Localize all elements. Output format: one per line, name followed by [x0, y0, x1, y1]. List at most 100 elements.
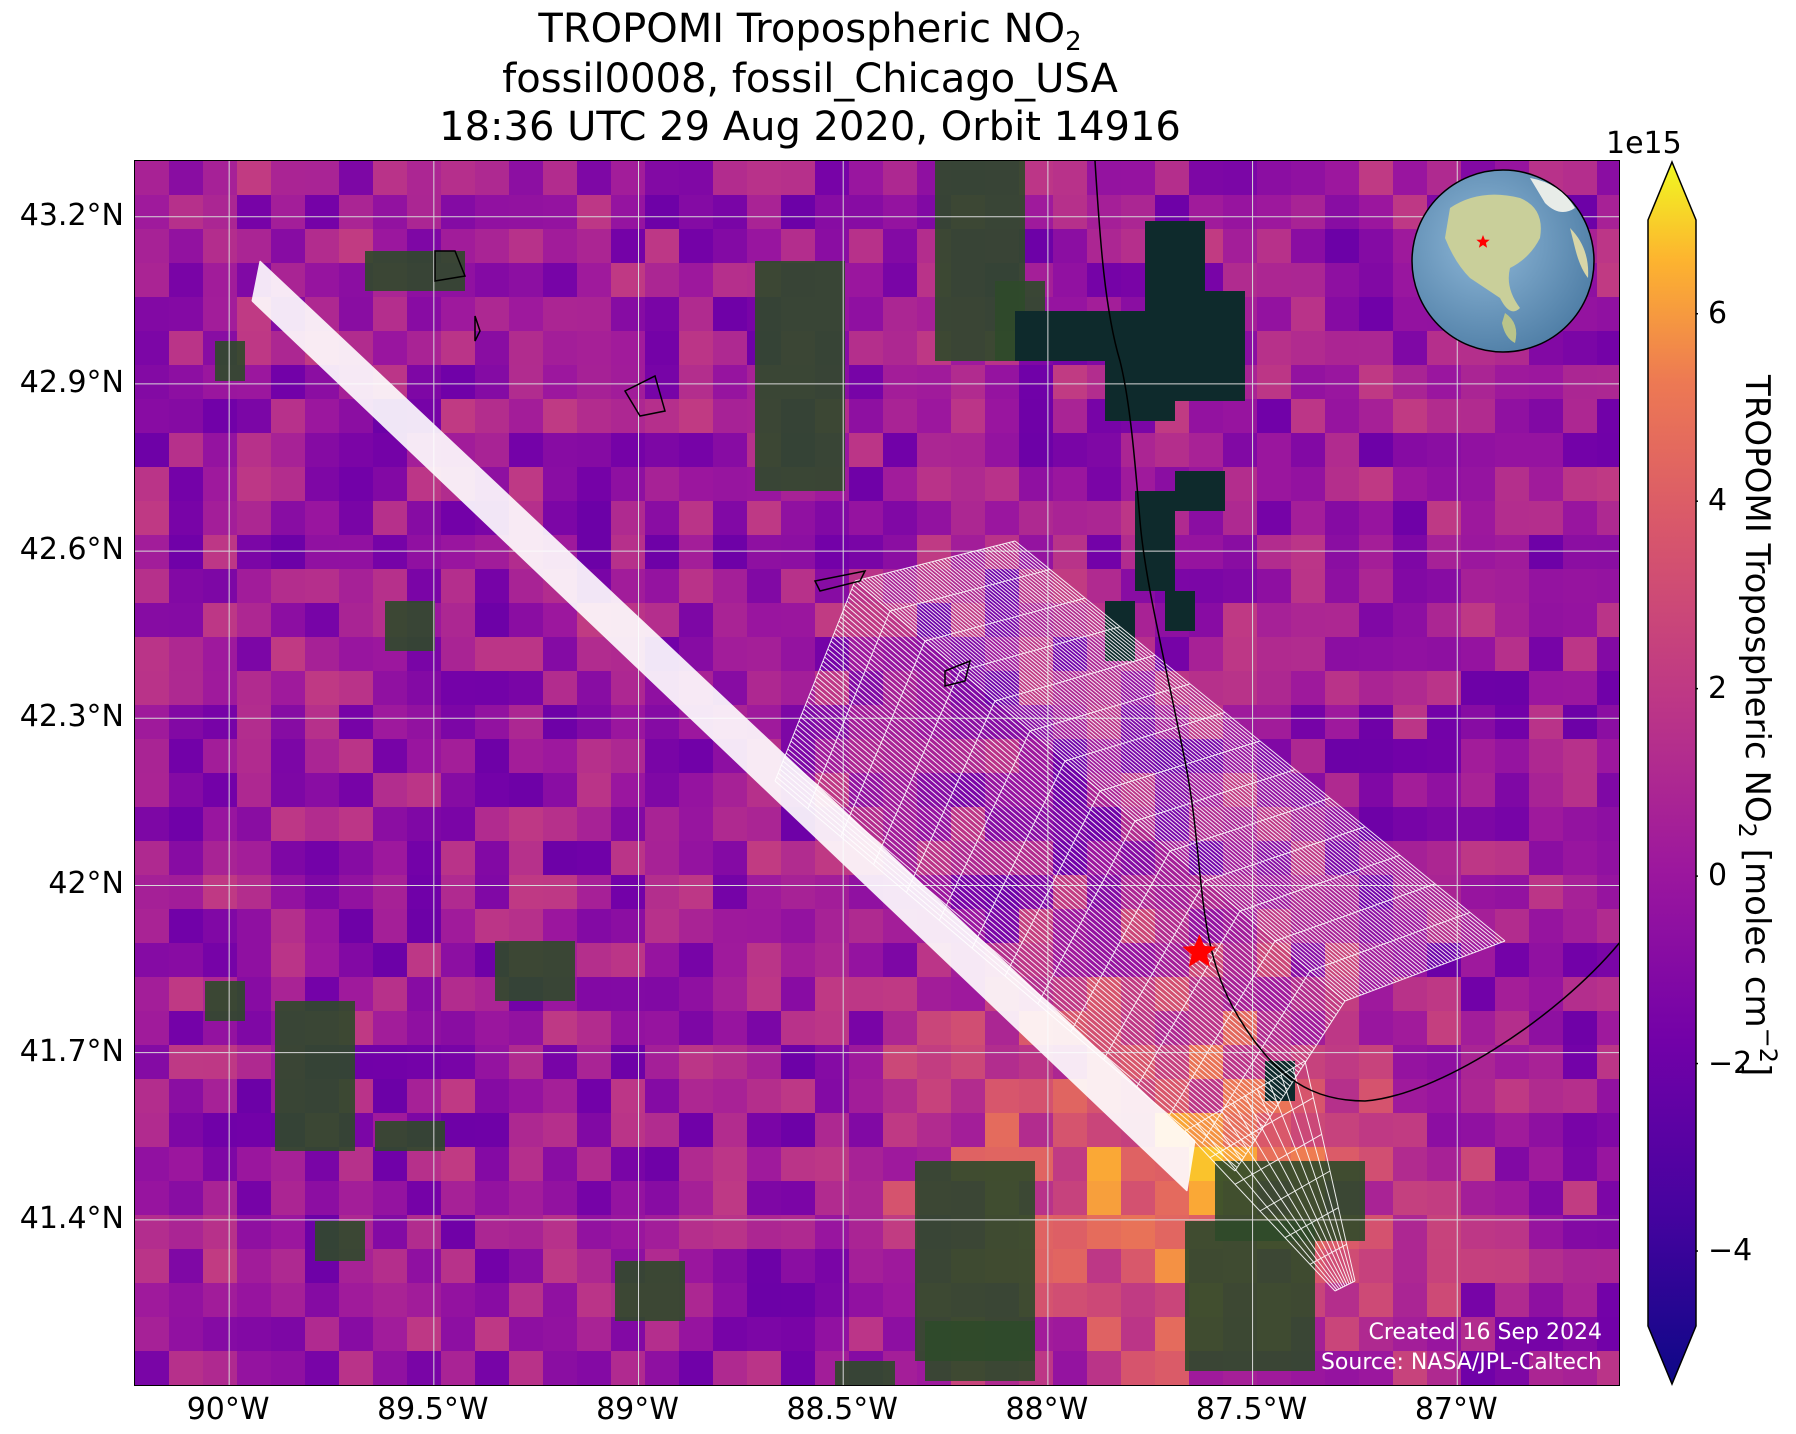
no2-pixel	[1087, 535, 1122, 570]
no2-pixel	[849, 535, 884, 570]
no2-pixel	[169, 943, 204, 978]
no2-pixel	[1393, 603, 1428, 638]
no2-pixel	[373, 875, 408, 910]
no2-pixel	[883, 1011, 918, 1046]
no2-pixel	[407, 535, 442, 570]
no2-pixel	[577, 331, 612, 366]
no2-pixel	[577, 399, 612, 434]
latitude-label: 42°N	[48, 866, 124, 902]
no2-pixel	[713, 399, 748, 434]
no2-pixel	[305, 399, 340, 434]
land-patch	[215, 341, 245, 381]
no2-pixel	[1087, 1215, 1122, 1250]
no2-pixel	[305, 433, 340, 468]
no2-pixel	[135, 1181, 170, 1216]
no2-pixel	[203, 569, 238, 604]
no2-pixel	[1359, 1079, 1394, 1114]
no2-pixel	[1529, 671, 1564, 706]
no2-pixel	[203, 1181, 238, 1216]
land-patch	[835, 1361, 895, 1385]
no2-pixel	[169, 603, 204, 638]
no2-pixel	[679, 943, 714, 978]
no2-pixel	[577, 365, 612, 400]
map-panel[interactable]	[134, 160, 1620, 1386]
no2-pixel	[713, 943, 748, 978]
no2-pixel	[1597, 569, 1619, 604]
no2-pixel	[509, 841, 544, 876]
no2-pixel	[271, 671, 306, 706]
no2-pixel	[611, 705, 646, 740]
no2-pixel	[339, 1385, 374, 1386]
no2-pixel	[203, 229, 238, 264]
no2-pixel	[169, 535, 204, 570]
no2-pixel	[1053, 1283, 1088, 1318]
no2-pixel	[1529, 365, 1564, 400]
no2-pixel	[135, 229, 170, 264]
no2-pixel	[985, 433, 1020, 468]
no2-pixel	[203, 535, 238, 570]
no2-pixel	[407, 1181, 442, 1216]
no2-pixel	[747, 603, 782, 638]
no2-pixel	[1257, 1385, 1292, 1386]
lake-patch	[1135, 541, 1175, 591]
no2-pixel	[713, 467, 748, 502]
no2-pixel	[577, 1079, 612, 1114]
no2-pixel	[305, 229, 340, 264]
no2-pixel	[1597, 739, 1619, 774]
no2-pixel	[1461, 433, 1496, 468]
no2-pixel	[373, 705, 408, 740]
no2-pixel	[679, 1181, 714, 1216]
no2-pixel	[1325, 671, 1360, 706]
no2-pixel	[203, 773, 238, 808]
no2-pixel	[271, 399, 306, 434]
no2-pixel	[543, 467, 578, 502]
no2-pixel	[1053, 1113, 1088, 1148]
no2-pixel	[1495, 807, 1530, 842]
no2-pixel	[781, 1011, 816, 1046]
colorbar-title-superscript: −2	[1754, 1027, 1782, 1064]
no2-pixel	[577, 1385, 612, 1386]
no2-pixel	[135, 433, 170, 468]
no2-pixel	[849, 705, 884, 740]
no2-pixel	[475, 433, 510, 468]
no2-pixel	[849, 1147, 884, 1182]
no2-pixel	[441, 1011, 476, 1046]
no2-pixel	[1495, 365, 1530, 400]
latitude-label: 41.7°N	[19, 1033, 124, 1069]
no2-pixel	[1563, 637, 1598, 672]
no2-pixel	[407, 943, 442, 978]
no2-pixel	[985, 773, 1020, 808]
no2-pixel	[543, 501, 578, 536]
no2-pixel	[849, 1011, 884, 1046]
no2-pixel	[713, 365, 748, 400]
no2-pixel	[951, 501, 986, 536]
no2-pixel	[1087, 1181, 1122, 1216]
no2-pixel	[1087, 467, 1122, 502]
no2-pixel	[1461, 637, 1496, 672]
no2-pixel	[509, 773, 544, 808]
no2-pixel	[1495, 1215, 1530, 1250]
no2-pixel	[917, 1079, 952, 1114]
no2-pixel	[543, 399, 578, 434]
no2-pixel	[1597, 1113, 1619, 1148]
coastline-layer	[434, 161, 1619, 1102]
no2-pixel	[407, 501, 442, 536]
longitude-label: 87.5°W	[1195, 1392, 1308, 1427]
no2-pixel	[1291, 569, 1326, 604]
no2-pixel	[577, 1215, 612, 1250]
no2-pixel	[1121, 1385, 1156, 1386]
no2-pixel	[577, 1317, 612, 1352]
no2-pixel	[1359, 773, 1394, 808]
no2-pixel	[271, 433, 306, 468]
no2-pixel	[577, 501, 612, 536]
no2-pixel	[373, 1011, 408, 1046]
no2-pixel	[713, 875, 748, 910]
no2-pixel	[441, 535, 476, 570]
no2-pixel	[203, 501, 238, 536]
no2-pixel	[1529, 773, 1564, 808]
no2-pixel	[577, 1249, 612, 1284]
no2-pixel	[237, 195, 272, 230]
no2-pixel	[339, 1283, 374, 1318]
land-patches	[205, 161, 1365, 1385]
no2-pixel	[1563, 1079, 1598, 1114]
